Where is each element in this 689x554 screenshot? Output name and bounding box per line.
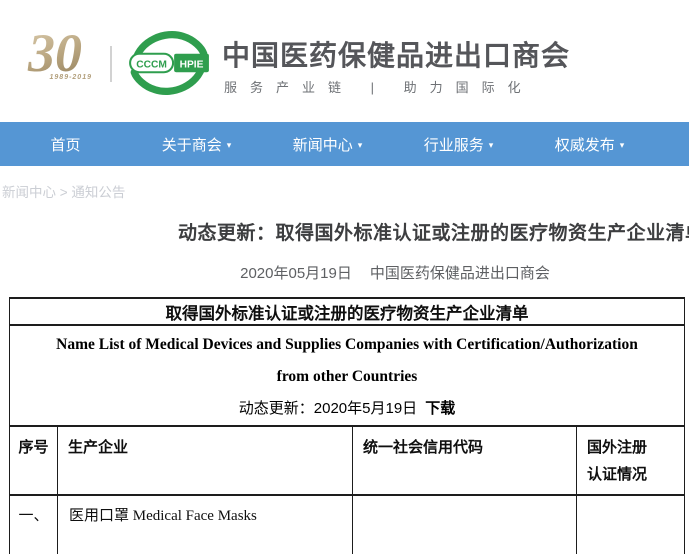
breadcrumb-path[interactable]: 新闻中心 > 通知公告: [2, 185, 126, 200]
nav-item-industry-services[interactable]: 行业服务 ▾: [393, 134, 524, 155]
table-subtitle-row: Name List of Medical Devices and Supplie…: [9, 324, 685, 427]
col-header-credit-code: 统一社会信用代码: [352, 425, 577, 496]
row-code-cell: [352, 494, 577, 554]
site-header: 30 1989-2019 CCCM HPIE 中国医药保健品进出口商会 服务产业…: [0, 0, 689, 122]
nav-item-about[interactable]: 关于商会 ▾: [131, 134, 262, 155]
article-meta: 2020年05月19日 中国医药保健品进出口商会: [0, 262, 689, 283]
chevron-down-icon: ▾: [488, 139, 494, 150]
breadcrumb: 新闻中心 > 通知公告: [2, 181, 125, 201]
nav-item-label: 行业服务: [423, 136, 484, 154]
chevron-down-icon: ▾: [357, 139, 363, 150]
row-cert-cell: [576, 494, 685, 554]
update-label: 动态更新：2020年5月19日: [238, 400, 418, 417]
nav-item-label: 关于商会: [161, 136, 222, 154]
logo-cccm-pill: [129, 52, 175, 74]
col-header-foreign-cert: 国外注册 认证情况: [576, 425, 685, 496]
nav-item-label: 新闻中心: [292, 136, 353, 154]
nav-item-official-release[interactable]: 权威发布 ▾: [524, 134, 655, 155]
article-title: 动态更新：取得国外标准认证或注册的医疗物资生产企业清单: [178, 223, 689, 244]
nav-item-label: 权威发布: [554, 136, 615, 154]
anniversary-number: 30: [8, 24, 102, 82]
table-header-row: 序号 生产企业 统一社会信用代码 国外注册 认证情况: [9, 425, 685, 496]
logo-swirl-bottom: [130, 61, 207, 95]
cccmhpie-logo-icon[interactable]: CCCM HPIE: [126, 28, 212, 98]
col-header-foreign-cert-line1: 国外注册: [587, 439, 648, 456]
org-tagline: 服务产业链 | 助力国际化: [224, 80, 534, 95]
logo-hpie-text: HPIE: [180, 60, 204, 71]
col-header-foreign-cert-line2: 认证情况: [587, 466, 648, 483]
row-index-cell: 一、: [9, 494, 58, 554]
main-nav: 首页 关于商会 ▾ 新闻中心 ▾ 行业服务 ▾ 权威发布 ▾: [0, 122, 689, 166]
table-title-cn: 取得国外标准认证或注册的医疗物资生产企业清单: [9, 297, 685, 326]
col-header-index: 序号: [9, 425, 58, 496]
chevron-down-icon: ▾: [226, 139, 232, 150]
chevron-down-icon: ▾: [619, 139, 625, 150]
table-row: 一、 医用口罩 Medical Face Masks: [9, 494, 685, 554]
table-subtitle-cell: Name List of Medical Devices and Supplie…: [9, 324, 685, 427]
org-name: 中国医药保健品进出口商会: [222, 40, 571, 71]
anniversary-30-logo: 30 1989-2019: [8, 24, 102, 82]
table-title-en-line2: from other Countries: [276, 368, 418, 385]
update-line: 动态更新：2020年5月19日 下载: [11, 393, 684, 424]
article-date: 2020年05月19日: [240, 265, 352, 282]
logo-swirl-top: [131, 31, 208, 65]
logo-cccm-text: CCCM: [136, 60, 167, 71]
download-link[interactable]: 下载: [425, 400, 456, 417]
nav-item-label: 首页: [50, 136, 81, 154]
table-title-row: 取得国外标准认证或注册的医疗物资生产企业清单: [9, 297, 685, 326]
article-source: 中国医药保健品进出口商会: [369, 265, 550, 282]
nav-item-news[interactable]: 新闻中心 ▾: [262, 134, 393, 155]
row-company-cell: 医用口罩 Medical Face Masks: [57, 494, 353, 554]
logo-hpie-box: [174, 53, 209, 73]
companies-table: 取得国外标准认证或注册的医疗物资生产企业清单 Name List of Medi…: [9, 297, 685, 554]
anniversary-years: 1989-2019: [49, 74, 92, 81]
nav-item-home[interactable]: 首页: [0, 134, 131, 155]
logo-divider: [110, 46, 112, 82]
table-title-en-line1: Name List of Medical Devices and Supplie…: [56, 336, 638, 353]
col-header-company: 生产企业: [57, 425, 353, 496]
